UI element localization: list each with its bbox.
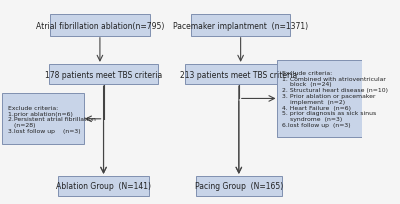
FancyBboxPatch shape [50, 15, 150, 37]
Text: 213 patients meet TBS criteria: 213 patients meet TBS criteria [180, 70, 298, 79]
FancyBboxPatch shape [196, 176, 282, 196]
Text: 178 patients meet TBS criteria: 178 patients meet TBS criteria [45, 70, 162, 79]
FancyBboxPatch shape [191, 15, 290, 37]
FancyBboxPatch shape [277, 60, 362, 137]
Text: Exclude criteria:
1. Combined with atrioventricular
    block  (n=24)
2. Structu: Exclude criteria: 1. Combined with atrio… [282, 71, 388, 128]
FancyBboxPatch shape [185, 64, 293, 85]
Text: Atrial fibrillation ablation(n=795): Atrial fibrillation ablation(n=795) [36, 22, 164, 30]
Text: Exclude criteria:
1.prior ablation(n=6)
2.Persistent atrial fibrillation
   (n=2: Exclude criteria: 1.prior ablation(n=6) … [8, 105, 96, 133]
FancyBboxPatch shape [2, 94, 84, 145]
Text: Pacing Group  (N=165): Pacing Group (N=165) [195, 182, 283, 191]
FancyBboxPatch shape [50, 64, 158, 85]
Text: Ablation Group  (N=141): Ablation Group (N=141) [56, 182, 151, 191]
FancyBboxPatch shape [58, 176, 149, 196]
Text: Pacemaker implantment  (n=1371): Pacemaker implantment (n=1371) [173, 22, 308, 30]
